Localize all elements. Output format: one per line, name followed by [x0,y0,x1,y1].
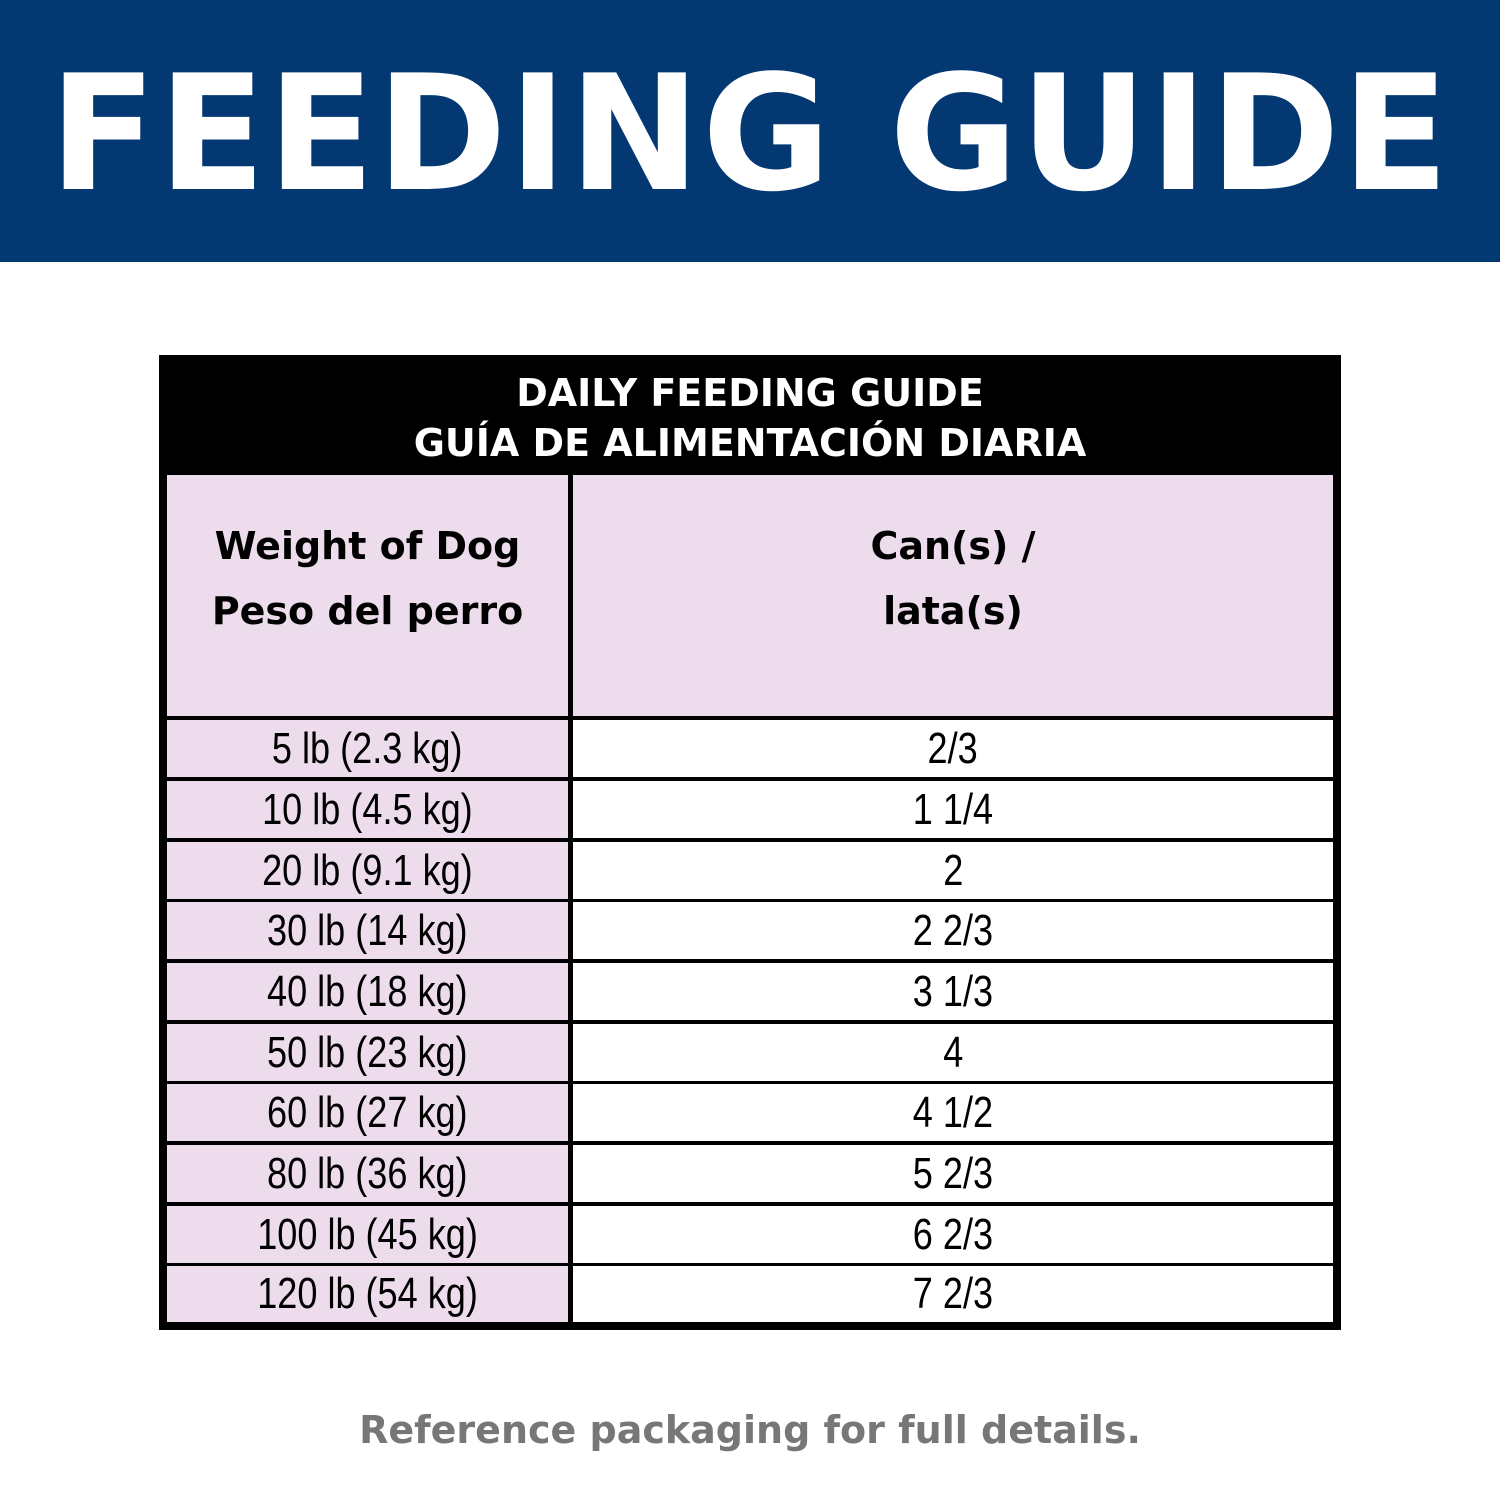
table-title-english: DAILY FEEDING GUIDE [516,371,984,415]
table-row: 20 lb (9.1 kg) 2 [167,842,1333,899]
weight-cell: 30 lb (14 kg) [167,902,568,959]
cans-cell: 4 1/2 [573,1084,1333,1141]
cans-cell: 2 [573,842,1333,899]
table-row: 5 lb (2.3 kg) 2/3 [167,720,1333,777]
table-row: 50 lb (23 kg) 4 [167,1024,1333,1081]
column-header-weight: Weight of Dog Peso del perro [167,475,568,716]
cans-cell: 2 2/3 [573,902,1333,959]
cans-cell: 5 2/3 [573,1145,1333,1202]
feeding-guide-table: DAILY FEEDING GUIDE GUÍA DE ALIMENTACIÓN… [159,355,1341,1330]
footer-note: Reference packaging for full details. [359,1408,1141,1452]
weight-cell: 20 lb (9.1 kg) [167,842,568,899]
table-title: DAILY FEEDING GUIDE GUÍA DE ALIMENTACIÓN… [159,355,1341,475]
weight-cell: 120 lb (54 kg) [167,1266,568,1322]
cans-cell: 4 [573,1024,1333,1081]
column-header-cans-es: lata(s) [883,588,1023,633]
weight-cell: 100 lb (45 kg) [167,1206,568,1263]
column-header-weight-en: Weight of Dog [214,523,521,568]
cans-cell: 1 1/4 [573,781,1333,838]
table-row: 120 lb (54 kg) 7 2/3 [167,1266,1333,1322]
column-header-weight-es: Peso del perro [211,588,524,633]
weight-cell: 60 lb (27 kg) [167,1084,568,1141]
weight-cell: 40 lb (18 kg) [167,963,568,1020]
cans-cell: 6 2/3 [573,1206,1333,1263]
weight-cell: 5 lb (2.3 kg) [167,720,568,777]
table-row: 40 lb (18 kg) 3 1/3 [167,963,1333,1020]
weight-cell: 50 lb (23 kg) [167,1024,568,1081]
cans-cell: 3 1/3 [573,963,1333,1020]
cans-cell: 2/3 [573,720,1333,777]
cans-cell: 7 2/3 [573,1266,1333,1322]
weight-cell: 80 lb (36 kg) [167,1145,568,1202]
table-title-spanish: GUÍA DE ALIMENTACIÓN DIARIA [413,421,1087,465]
title-banner: FEEDING GUIDE [0,0,1500,262]
table-row: 80 lb (36 kg) 5 2/3 [167,1145,1333,1202]
page-title: FEEDING GUIDE [49,40,1451,227]
table-row: 30 lb (14 kg) 2 2/3 [167,902,1333,959]
table-row: 100 lb (45 kg) 6 2/3 [167,1206,1333,1263]
column-header-cans: Can(s) / lata(s) [573,475,1333,716]
table-row: 10 lb (4.5 kg) 1 1/4 [167,781,1333,838]
weight-cell: 10 lb (4.5 kg) [167,781,568,838]
table-row: 60 lb (27 kg) 4 1/2 [167,1084,1333,1141]
column-header-cans-en: Can(s) / [870,523,1036,568]
